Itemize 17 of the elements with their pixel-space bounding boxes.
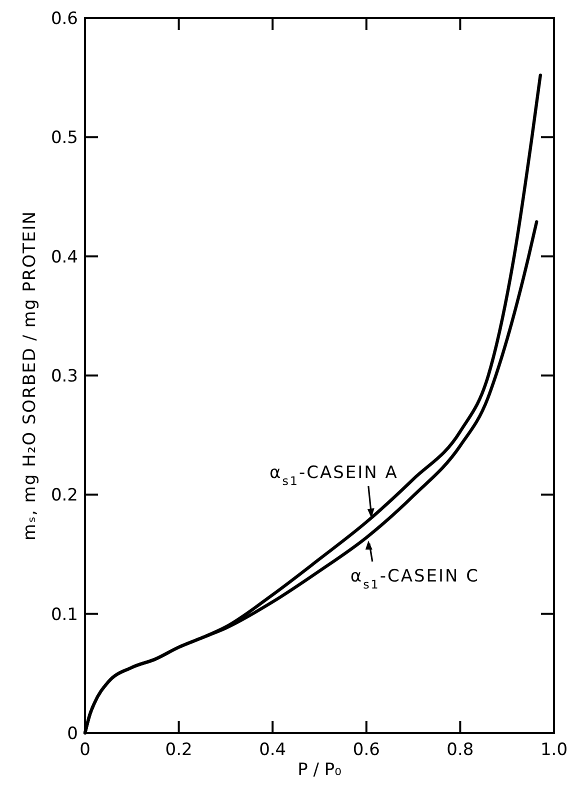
y-tick-label: 0.6 <box>50 8 78 29</box>
y-tick-label: 0 <box>67 724 78 744</box>
series-label: α$_{s1}$-CASEIN A <box>269 463 398 488</box>
y-tick-label: 0.4 <box>50 247 78 268</box>
x-tick-label: 1.0 <box>540 740 568 760</box>
x-tick-label: 0.6 <box>352 740 380 760</box>
y-tick-label: 0.5 <box>50 128 78 148</box>
y-axis-title: mₛ, mg H₂O SORBED / mg PROTEIN <box>20 210 40 540</box>
y-tick-label: 0.3 <box>50 366 78 386</box>
x-axis-title: P / P₀ <box>298 760 342 780</box>
y-tick-label: 0.1 <box>50 604 78 625</box>
x-tick-label: 0 <box>80 740 90 760</box>
x-tick-label: 0.8 <box>446 740 474 760</box>
y-tick-label: 0.2 <box>50 486 78 506</box>
x-tick-label: 0.2 <box>165 740 192 760</box>
x-tick-label: 0.4 <box>259 740 286 760</box>
legend-label: α$_{s1}$-CASEIN C <box>350 566 480 592</box>
